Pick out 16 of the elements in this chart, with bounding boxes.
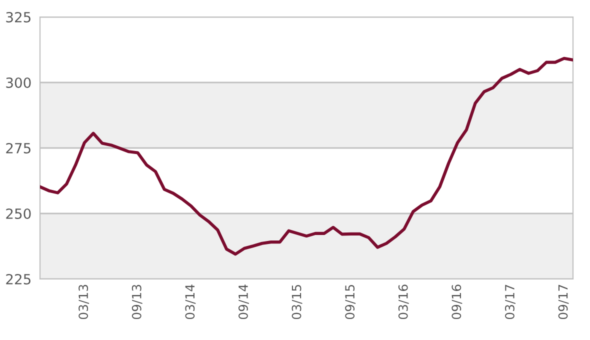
x-tick-label: 03/17	[504, 284, 516, 320]
x-tick-label: 09/17	[558, 284, 569, 320]
y-tick-label: 275	[6, 142, 30, 154]
y-tick-label: 225	[6, 274, 30, 284]
x-tick-label: 09/14	[238, 284, 249, 320]
y-tick-label: 250	[6, 208, 31, 219]
x-tick-label: 03/15	[292, 284, 302, 320]
x-tick-label: 09/16	[452, 284, 462, 320]
line-series	[40, 56, 573, 256]
x-tick-label: 03/16	[398, 284, 409, 320]
x-tick-label: 03/13	[78, 284, 90, 320]
y-tick-label: 300	[6, 77, 31, 88]
x-tick-label: 09/13	[132, 284, 142, 320]
x-tick-label: 03/14	[185, 284, 196, 320]
y-tick-label: 325	[6, 12, 30, 22]
x-tick-label: 09/15	[345, 284, 356, 320]
